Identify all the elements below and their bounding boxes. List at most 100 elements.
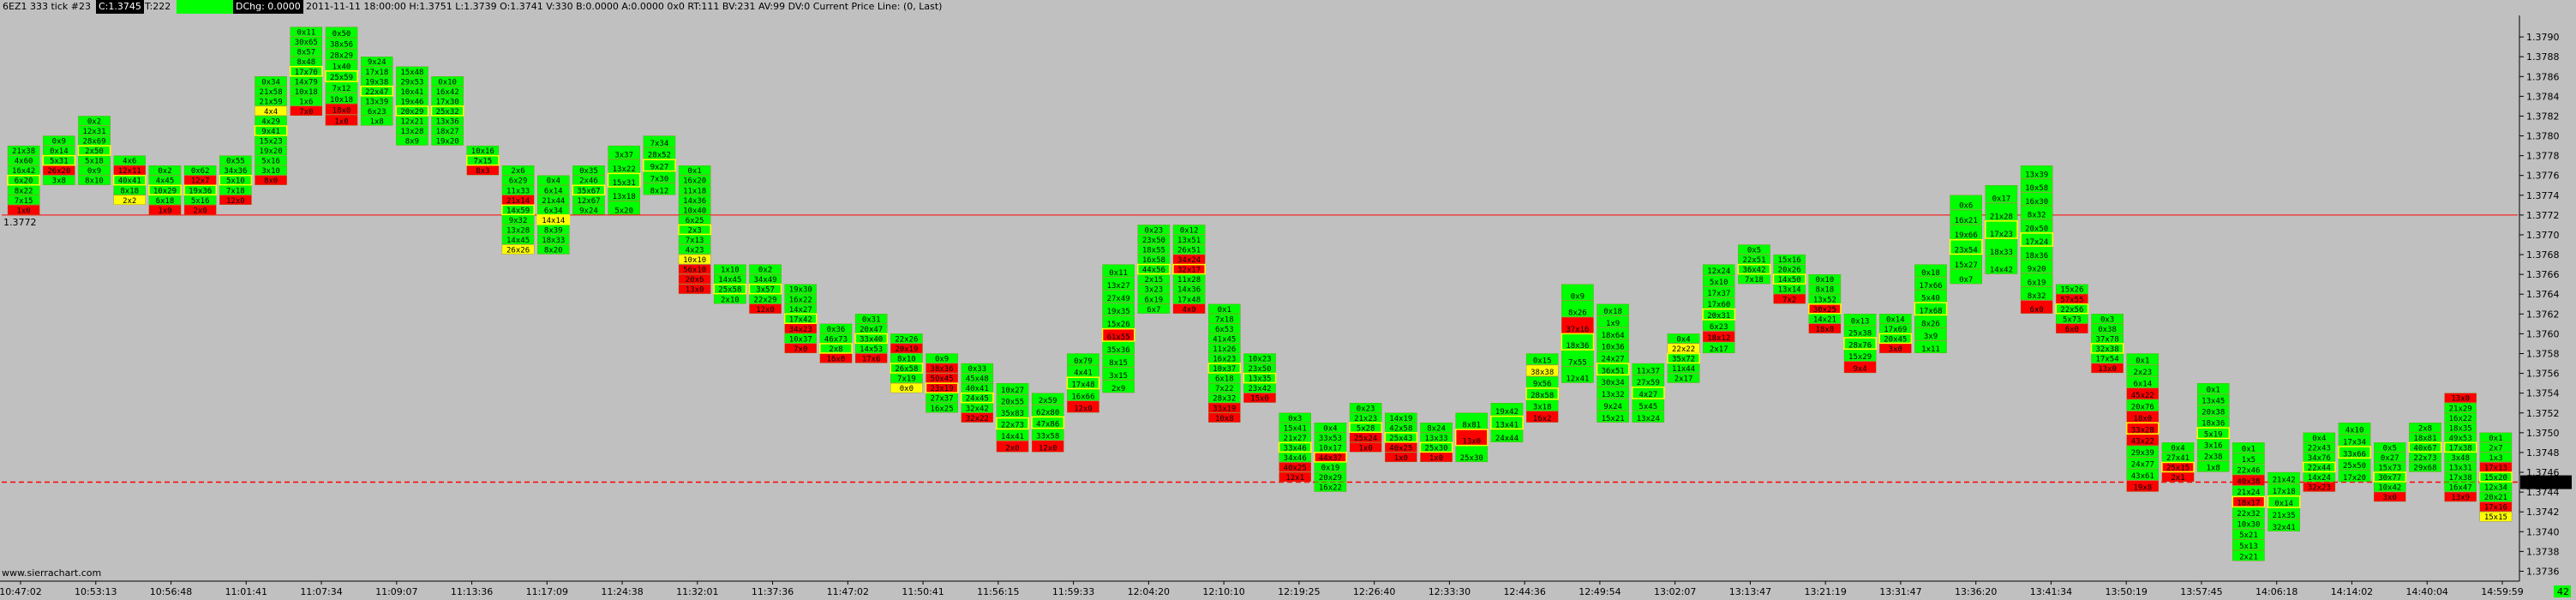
price-tick-label: 1.3776: [2526, 171, 2560, 182]
time-tick-label: 14:59:59: [2481, 586, 2523, 597]
footprint-cell-label: 3x15: [1109, 372, 1128, 381]
footprint-cell: [431, 125, 464, 136]
footprint-cell-label: 25x30: [1425, 444, 1448, 453]
time-tick-label: 14:40:04: [2406, 586, 2448, 597]
footprint-cell-label: 17x42: [789, 315, 812, 324]
point-of-control-marker: [2373, 471, 2407, 483]
symbol-label: 6EZ1 333 tick #23: [3, 1, 91, 12]
footprint-cell-label: 21x23: [1354, 415, 1377, 423]
footprint-cell-label: 13x51: [1177, 237, 1201, 245]
footprint-cell-label: 19x36: [189, 187, 212, 195]
footprint-cell-label: 30x25: [1813, 306, 1836, 315]
footprint-cell: [2232, 464, 2265, 475]
price-tick-label: 1.3788: [2526, 51, 2560, 63]
footprint-cell-label: 25x24: [1354, 435, 1377, 443]
footprint-cell-label: 4x23: [686, 247, 704, 255]
footprint-cell-label: 0x1: [2489, 435, 2502, 443]
footprint-cell-label: 22x26: [895, 335, 918, 344]
footprint-cell-label: 44x37: [1319, 454, 1342, 463]
footprint-cell-label: 17x13: [2484, 465, 2507, 473]
footprint-cell-label: 9x4: [1853, 365, 1866, 374]
footprint-cell-label: 0x13: [1851, 318, 1870, 327]
footprint-cell-label: 50x45: [931, 375, 954, 384]
footprint-cell-label: 6x20: [15, 177, 33, 186]
footprint-cell-label: 8x32: [2028, 292, 2046, 301]
footprint-cell-label: 8x18: [1816, 286, 1835, 295]
footprint-cell-label: 2x8: [829, 345, 842, 354]
point-of-control-marker: [1172, 263, 1206, 275]
footprint-cell-label: 26x58: [895, 365, 918, 374]
footprint-cell-label: 2x3: [687, 226, 701, 235]
footprint-cell: [148, 205, 182, 215]
point-of-control-marker: [748, 283, 782, 295]
footprint-cell-label: 21x29: [2449, 405, 2472, 413]
footprint-cell: [1102, 290, 1135, 303]
footprint-cell: [7, 155, 40, 165]
footprint-cell: [113, 155, 146, 165]
footprint-cell-label: 28x29: [330, 52, 353, 61]
footprint-cell-label: 10x8: [1215, 415, 1234, 423]
footprint-cell-label: 9x24: [368, 58, 386, 67]
footprint-cell: [396, 125, 428, 136]
footprint-cell: [890, 382, 923, 393]
footprint-cell-label: 29x39: [2131, 449, 2154, 458]
footprint-cell-label: 40x67: [2413, 444, 2436, 453]
footprint-bar: 4x10 17x34 33x66 25x50 17x20: [2338, 423, 2371, 483]
footprint-cell: [2479, 491, 2513, 502]
footprint-bar: 0x1 2x23 6x14 45x22 20x76 18x0 33x28 43x22 29x39…: [2125, 353, 2160, 493]
price-tick-label: 1.3756: [2526, 369, 2560, 380]
footprint-cell: [255, 155, 287, 165]
footprint-cell: [1172, 303, 1206, 314]
footprint-cell-label: 49x53: [2449, 435, 2472, 443]
point-of-control-marker: [1631, 386, 1665, 399]
footprint-cell: [2374, 452, 2406, 463]
footprint-cell: [1525, 411, 1559, 423]
footprint-cell-label: 20x45: [1884, 335, 1907, 344]
footprint-cell: [1314, 471, 1347, 483]
footprint-cell: [2479, 501, 2513, 512]
footprint-cell: [255, 96, 287, 106]
footprint-bars: 21x384x6016x426x208x227x151x00x90x145x31…: [7, 27, 2513, 561]
footprint-cell-label: 19x20: [436, 138, 459, 147]
footprint-cell-label: 33x66: [2343, 450, 2366, 459]
footprint-cell-label: 24x45: [966, 395, 989, 404]
footprint-cell: [255, 165, 287, 176]
footprint-cell: [2020, 165, 2053, 179]
footprint-cell-label: 35x67: [577, 187, 600, 195]
footprint-cell-label: 0x35: [579, 167, 598, 176]
footprint-cell-label: 27x41: [2166, 454, 2190, 463]
footprint-cell-label: 15x48: [400, 69, 423, 77]
footprint-cell-label: 1x5: [2242, 456, 2255, 465]
footprint-cell-label: 17x54: [2096, 356, 2119, 364]
footprint-cell-label: 6x18: [156, 197, 175, 206]
footprint-cell: [360, 116, 393, 126]
footprint-cell-label: 8x32: [2028, 212, 2046, 220]
chart-canvas[interactable]: 1.3790 1.3788 1.3786 1.3784 1.3782 1.3780 1.37…: [0, 15, 2576, 600]
footprint-cell-label: 26x20: [47, 167, 70, 176]
footprint-cell: [678, 273, 711, 285]
footprint-cell: [1808, 284, 1842, 294]
footprint-cell-label: 4x4: [264, 108, 278, 117]
footprint-cell-label: 6x23: [368, 108, 386, 117]
footprint-cell-label: 6x53: [1215, 326, 1234, 334]
footprint-cell-label: 7x18: [1215, 315, 1234, 324]
footprint-cell: [1208, 412, 1241, 423]
footprint-cell: [996, 441, 1029, 453]
footprint-cell: [78, 165, 111, 176]
footprint-cell: [1879, 314, 1912, 324]
footprint-cell: [183, 165, 217, 176]
price-tick-label: 1.3752: [2526, 408, 2560, 419]
footprint-cell: [2232, 518, 2265, 529]
point-of-control-marker: [536, 214, 571, 225]
footprint-cell-label: 0x50: [332, 30, 351, 39]
footprint-cell-label: 23x42: [1248, 385, 1271, 393]
footprint-cell: [1985, 256, 2018, 274]
footprint-chart[interactable]: 1.3790 1.3788 1.3786 1.3784 1.3782 1.3780 1.37…: [0, 15, 2576, 600]
footprint-cell: [961, 412, 994, 423]
price-tick-label: 1.3736: [2526, 566, 2560, 577]
time-tick-label: 12:10:10: [1202, 586, 1244, 597]
